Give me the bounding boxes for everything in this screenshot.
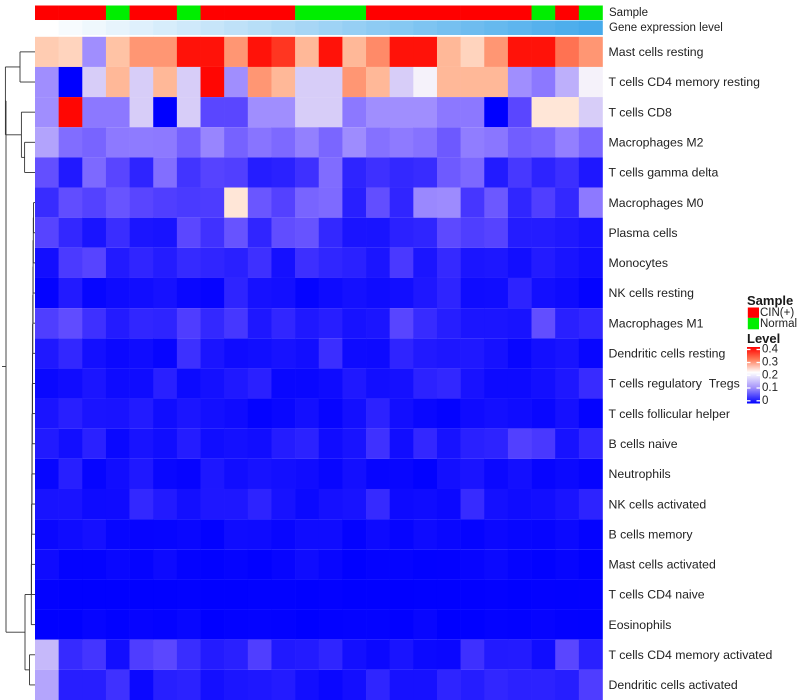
- svg-text:Dendritic cells activated: Dendritic cells activated: [609, 678, 738, 692]
- svg-text:T cells CD4 naive: T cells CD4 naive: [609, 588, 705, 602]
- svg-text:Macrophages M1: Macrophages M1: [609, 316, 704, 330]
- svg-text:Mast cells activated: Mast cells activated: [609, 558, 716, 572]
- svg-text:0.4: 0.4: [762, 344, 779, 356]
- svg-text:B cells naive: B cells naive: [609, 437, 678, 451]
- svg-text:0.2: 0.2: [762, 369, 778, 381]
- svg-text:Monocytes: Monocytes: [609, 256, 668, 270]
- svg-text:Eosinophils: Eosinophils: [609, 618, 672, 632]
- svg-text:T cells CD4 memory activated: T cells CD4 memory activated: [609, 648, 773, 662]
- svg-text:Macrophages M2: Macrophages M2: [609, 136, 704, 150]
- svg-text:Dendritic cells resting: Dendritic cells resting: [609, 347, 726, 361]
- svg-text:T cells follicular helper: T cells follicular helper: [609, 407, 730, 421]
- svg-text:T cells CD4 memory resting: T cells CD4 memory resting: [609, 75, 761, 89]
- svg-text:Plasma cells: Plasma cells: [609, 226, 678, 240]
- svg-text:Mast cells resting: Mast cells resting: [609, 45, 704, 59]
- svg-text:NK cells resting: NK cells resting: [609, 286, 695, 300]
- svg-text:NK cells activated: NK cells activated: [609, 497, 707, 511]
- svg-text:Normal: Normal: [760, 318, 797, 330]
- svg-text:T cells CD8: T cells CD8: [609, 105, 672, 119]
- svg-text:Sample: Sample: [609, 7, 648, 19]
- svg-text:0.1: 0.1: [762, 382, 778, 394]
- svg-text:Macrophages M0: Macrophages M0: [609, 196, 704, 210]
- svg-text:Sample: Sample: [747, 293, 793, 308]
- svg-text:T cells gamma delta: T cells gamma delta: [609, 166, 719, 180]
- svg-text:Gene expression level: Gene expression level: [609, 22, 723, 34]
- svg-text:0.3: 0.3: [762, 357, 778, 369]
- svg-text:T cells regulatory Tregs: T cells regulatory Tregs: [609, 377, 740, 391]
- svg-text:0: 0: [762, 395, 768, 407]
- svg-text:B cells memory: B cells memory: [609, 527, 694, 541]
- svg-text:Neutrophils: Neutrophils: [609, 467, 671, 481]
